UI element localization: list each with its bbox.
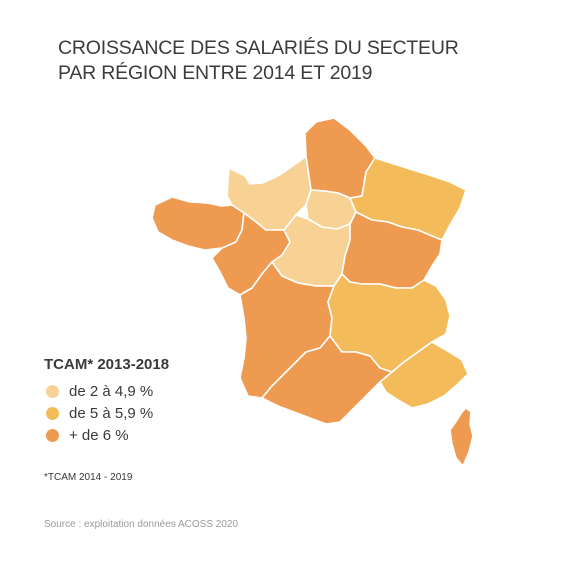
legend-item-light: de 2 à 4,9 % [44,380,169,402]
legend-swatch [46,406,59,420]
region-occitanie [261,335,393,425]
source-note: Source : exploitation données ACOSS 2020 [44,519,239,530]
legend-item-medium: de 5 à 5,9 % [44,402,169,424]
footnote: *TCAM 2014 - 2019 [44,472,133,483]
legend-label: + de 6 % [69,426,129,444]
region-corse [449,407,474,467]
title-line-1: CROISSANCE DES SALARIÉS DU SECTEUR [58,37,459,59]
region-bretagne [151,196,245,251]
legend: TCAM* 2013-2018 de 2 à 4,9 % de 5 à 5,9 … [44,356,169,446]
legend-swatch [46,428,59,442]
legend-title: TCAM* 2013-2018 [44,356,170,373]
title-line-2: PAR RÉGION ENTRE 2014 ET 2019 [58,62,373,84]
legend-label: de 5 à 5,9 % [69,404,154,422]
legend-swatch [46,384,59,398]
legend-item-dark: + de 6 % [44,424,169,446]
map-title: CROISSANCE DES SALARIÉS DU SECTEUR PAR R… [58,36,538,86]
region-provence-alpes-cote-dazur [379,341,469,409]
legend-label: de 2 à 4,9 % [69,382,154,400]
